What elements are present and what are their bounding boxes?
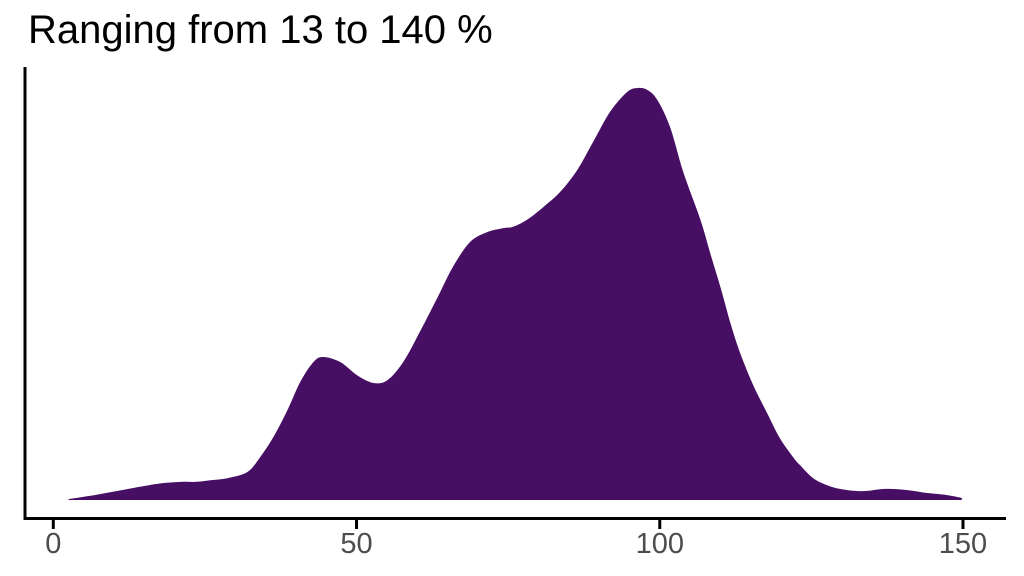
chart-title: Ranging from 13 to 140 % xyxy=(28,8,493,52)
x-tick-label: 100 xyxy=(636,528,684,560)
x-axis-ticks xyxy=(51,520,965,529)
density-area xyxy=(68,87,962,500)
x-axis-labels: 0 50 100 150 xyxy=(45,528,987,560)
x-tick-label: 150 xyxy=(939,528,987,560)
x-tick-label: 0 xyxy=(45,528,61,560)
x-tick-label: 50 xyxy=(340,528,372,560)
